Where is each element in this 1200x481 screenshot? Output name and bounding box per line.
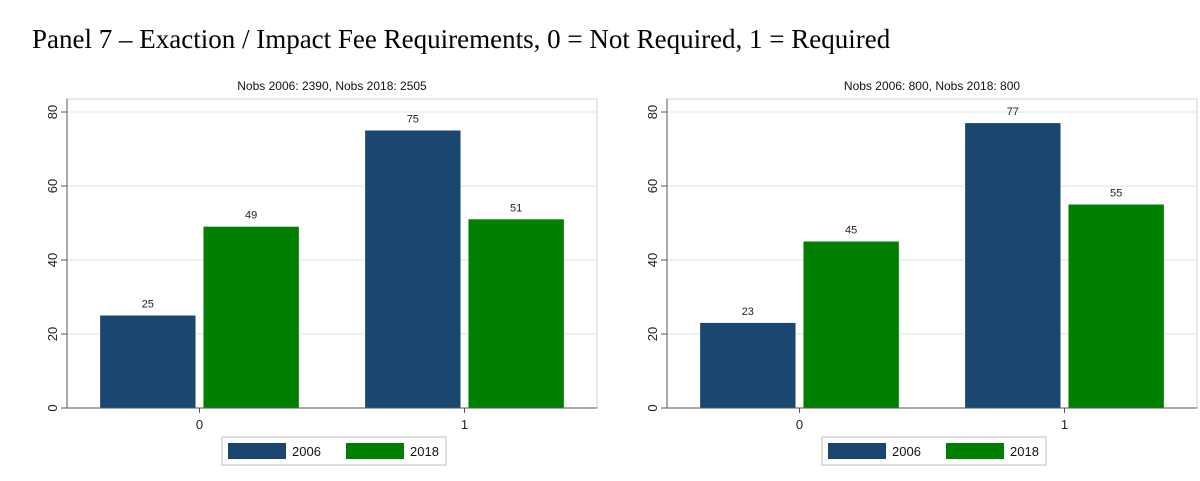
x-tick-label: 0: [796, 417, 803, 432]
data-label: 45: [845, 225, 857, 237]
y-tick-label: 60: [645, 179, 660, 193]
y-tick-label: 60: [45, 179, 60, 193]
bar-2006-1: [965, 123, 1061, 408]
data-label: 75: [407, 114, 419, 126]
chart-left: Nobs 2006: 2390, Nobs 2018: 2505 0 20 40 60 8…: [45, 79, 598, 466]
y-tick-label: 40: [45, 253, 60, 267]
legend-swatch-2018: [946, 443, 1004, 459]
x-tick-label: 0: [196, 417, 203, 432]
y-tick-label: 20: [645, 327, 660, 341]
bar-2018-0: [803, 241, 899, 408]
legend-label-2018: 2018: [410, 444, 439, 459]
data-label: 55: [1110, 188, 1122, 200]
data-label: 49: [245, 210, 257, 222]
legend-label-2006: 2006: [292, 444, 321, 459]
bar-2006-1: [365, 130, 461, 408]
x-tick-label: 1: [461, 417, 468, 432]
data-label: 23: [742, 306, 754, 318]
legend-swatch-2018: [346, 443, 404, 459]
y-tick-label: 20: [45, 327, 60, 341]
data-label: 51: [510, 202, 522, 214]
y-tick-label: 40: [645, 253, 660, 267]
y-tick-label: 80: [645, 105, 660, 119]
y-tick-label: 0: [645, 404, 660, 411]
legend-label-2006: 2006: [892, 444, 921, 459]
legend-swatch-2006: [828, 443, 886, 459]
bar-2006-0: [100, 315, 196, 408]
legend-label-2018: 2018: [1010, 444, 1039, 459]
bar-2018-0: [203, 226, 299, 408]
chart-right: Nobs 2006: 800, Nobs 2018: 800 0 20 40 60 80 2…: [645, 79, 1198, 466]
data-label: 77: [1007, 106, 1019, 118]
data-label: 25: [142, 299, 154, 311]
chart-title: Nobs 2006: 800, Nobs 2018: 800: [844, 79, 1020, 93]
chart-title: Nobs 2006: 2390, Nobs 2018: 2505: [237, 79, 427, 93]
y-tick-label: 0: [45, 404, 60, 411]
bar-2018-1: [1068, 204, 1164, 408]
x-tick-label: 1: [1061, 417, 1068, 432]
y-tick-label: 80: [45, 105, 60, 119]
panel-title: Panel 7 – Exaction / Impact Fee Requirem…: [32, 24, 891, 54]
legend-swatch-2006: [228, 443, 286, 459]
bar-2006-0: [700, 322, 796, 408]
bar-2018-1: [468, 219, 564, 408]
